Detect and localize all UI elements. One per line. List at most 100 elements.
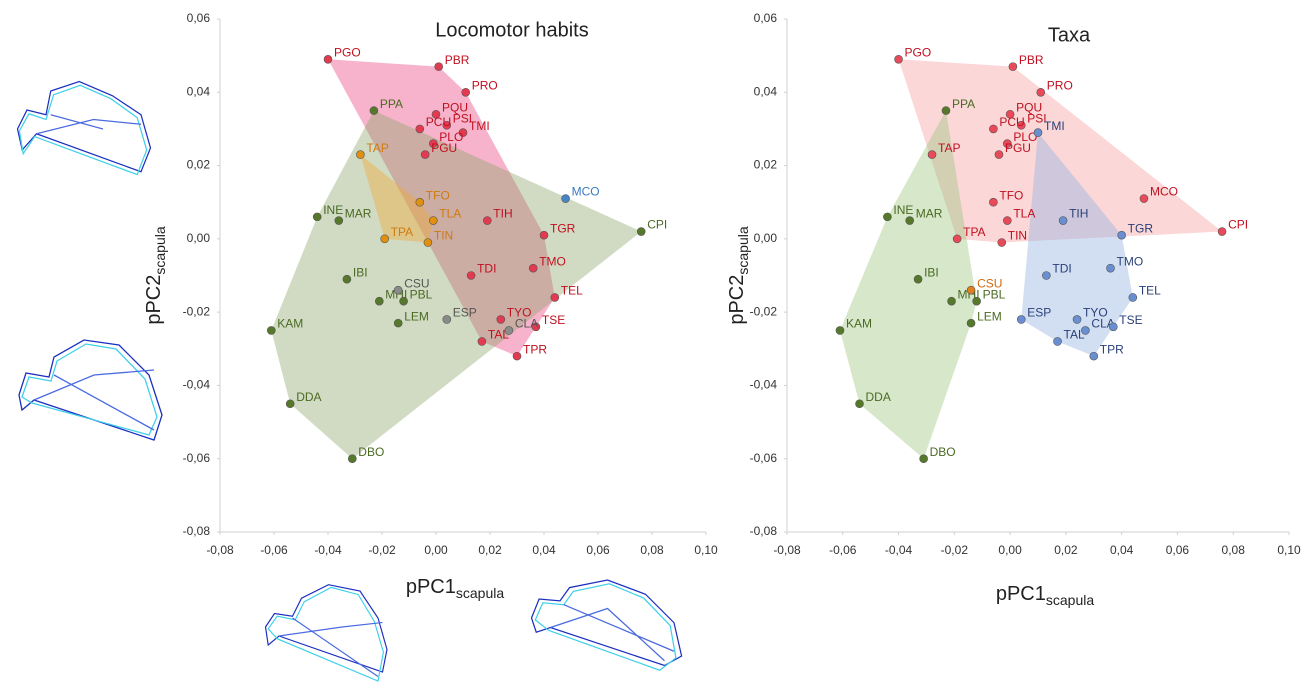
specimen-point bbox=[375, 297, 383, 305]
specimen-point bbox=[1009, 63, 1017, 71]
scapula-outline bbox=[532, 580, 682, 670]
specimen-label: PGU bbox=[431, 141, 457, 155]
specimen-label: TMI bbox=[469, 119, 490, 133]
specimen-point bbox=[942, 107, 950, 115]
specimen-point bbox=[1129, 293, 1137, 301]
specimen-point bbox=[562, 195, 570, 203]
x-tick-label: 0,06 bbox=[1166, 543, 1190, 557]
specimen-point bbox=[967, 319, 975, 327]
scapula-outline bbox=[19, 340, 162, 440]
specimen-label: DBO bbox=[358, 445, 384, 459]
x-axis-label-main: pPC1 bbox=[406, 576, 456, 598]
specimen-point bbox=[948, 297, 956, 305]
y-tick-label: 0,06 bbox=[754, 11, 778, 25]
specimen-point bbox=[416, 198, 424, 206]
specimen-label: TIH bbox=[1069, 207, 1088, 221]
specimen-point bbox=[348, 455, 356, 463]
specimen-label: ESP bbox=[453, 306, 477, 320]
specimen-label: PPA bbox=[380, 97, 403, 111]
specimen-point bbox=[381, 235, 389, 243]
y-tick-label: 0,00 bbox=[187, 231, 211, 245]
specimen-point bbox=[497, 315, 505, 323]
specimen-point bbox=[998, 239, 1006, 247]
y-axis-label: pPC2scapula bbox=[143, 226, 167, 325]
specimen-label: TMO bbox=[1117, 254, 1144, 268]
x-tick-label: 0,02 bbox=[1054, 543, 1078, 557]
x-axis-label-sub: scapula bbox=[456, 585, 504, 601]
specimen-point bbox=[313, 213, 321, 221]
specimen-label: TGR bbox=[1128, 221, 1154, 235]
specimen-point bbox=[370, 107, 378, 115]
specimen-point bbox=[989, 198, 997, 206]
specimen-label: MCO bbox=[1150, 185, 1178, 199]
specimen-point bbox=[856, 400, 864, 408]
x-tick-label: 0,00 bbox=[424, 543, 448, 557]
specimen-point bbox=[443, 315, 451, 323]
chart-title: Taxa bbox=[1048, 24, 1091, 46]
specimen-point bbox=[1218, 228, 1226, 236]
specimen-point bbox=[989, 125, 997, 133]
x-tick-label: -0,02 bbox=[368, 543, 396, 557]
specimen-point bbox=[1037, 88, 1045, 96]
specimen-label: TEL bbox=[561, 284, 583, 298]
specimen-label: TIH bbox=[493, 207, 512, 221]
specimen-point bbox=[1109, 323, 1117, 331]
specimen-point bbox=[914, 275, 922, 283]
specimen-label: INE bbox=[893, 203, 913, 217]
specimen-point bbox=[1107, 264, 1115, 272]
specimen-label: PRO bbox=[1047, 78, 1073, 92]
specimen-label: DBO bbox=[930, 445, 956, 459]
y-tick-label: 0,02 bbox=[187, 158, 211, 172]
x-tick-label: -0,08 bbox=[773, 543, 801, 557]
specimen-label: TPA bbox=[391, 225, 413, 239]
specimen-label: TDI bbox=[477, 262, 496, 276]
y-tick-label: 0,04 bbox=[754, 84, 778, 98]
specimen-point bbox=[1042, 272, 1050, 280]
y-tick-label: -0,08 bbox=[183, 524, 211, 538]
y-axis-label-main: pPC2 bbox=[143, 275, 165, 325]
specimen-label: TIN bbox=[1008, 229, 1027, 243]
x-tick-label: -0,04 bbox=[314, 543, 342, 557]
specimen-label: CPI bbox=[647, 218, 667, 232]
specimen-point bbox=[356, 151, 364, 159]
specimen-point bbox=[540, 231, 548, 239]
x-tick-label: 0,08 bbox=[640, 543, 664, 557]
figure: -0,08 -0,06 -0,04 -0,02 0,00 0,02 0,04 0,06 -0,0… bbox=[0, 0, 1312, 691]
specimen-point bbox=[836, 326, 844, 334]
specimen-label: MCO bbox=[572, 185, 600, 199]
specimen-point bbox=[1073, 315, 1081, 323]
chart-title: Locomotor habits bbox=[435, 19, 588, 41]
scapula-outline bbox=[266, 585, 388, 681]
y-tick-label: -0,02 bbox=[750, 304, 778, 318]
specimen-point bbox=[1059, 217, 1067, 225]
specimen-point bbox=[400, 297, 408, 305]
chart: -0,08-0,06-0,04-0,020,000,020,040,06-0,0… bbox=[726, 11, 1301, 608]
y-tick-label: 0,04 bbox=[187, 84, 211, 98]
specimen-point bbox=[995, 151, 1003, 159]
specimen-point bbox=[953, 235, 961, 243]
specimen-label: TIN bbox=[434, 229, 453, 243]
specimen-point bbox=[424, 239, 432, 247]
specimen-label: TFO bbox=[426, 188, 450, 202]
scapula-outline bbox=[18, 82, 151, 175]
y-tick-label: -0,02 bbox=[183, 304, 211, 318]
specimen-label: LEM bbox=[977, 309, 1002, 323]
specimen-point bbox=[1118, 231, 1126, 239]
y-tick-label: -0,04 bbox=[183, 378, 211, 392]
specimen-point bbox=[421, 151, 429, 159]
specimen-label: TMI bbox=[1044, 119, 1065, 133]
specimen-point bbox=[467, 272, 475, 280]
x-tick-label: 0,10 bbox=[694, 543, 718, 557]
y-tick-label: -0,06 bbox=[183, 451, 211, 465]
y-tick-label: 0,06 bbox=[187, 11, 211, 25]
y-axis-label-main: pPC2 bbox=[726, 275, 748, 325]
specimen-point bbox=[394, 286, 402, 294]
specimen-label: KAM bbox=[846, 317, 872, 331]
specimen-label: CPI bbox=[1228, 218, 1248, 232]
specimen-label: TDI bbox=[1052, 262, 1071, 276]
y-tick-label: 0,02 bbox=[754, 158, 778, 172]
specimen-point bbox=[335, 217, 343, 225]
specimen-label: TLA bbox=[1013, 207, 1035, 221]
specimen-point bbox=[928, 151, 936, 159]
specimen-point bbox=[505, 326, 513, 334]
